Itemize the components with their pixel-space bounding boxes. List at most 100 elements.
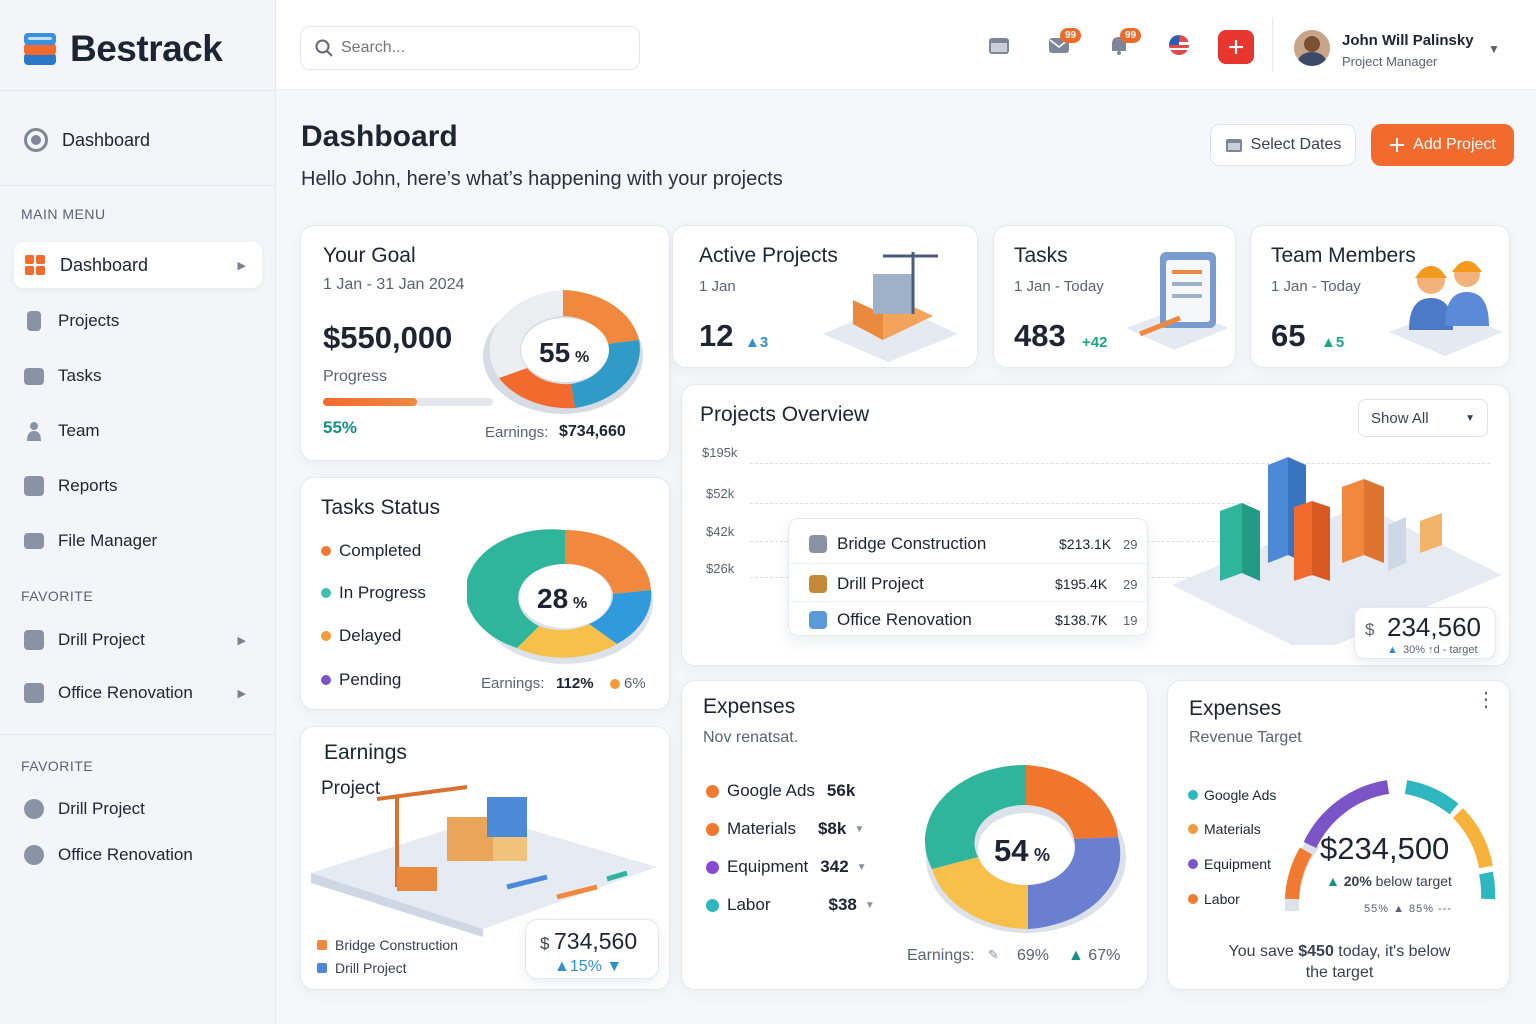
legend-label: Google Ads	[1204, 787, 1277, 803]
chevron-down-icon[interactable]: ▼	[1488, 42, 1500, 56]
stat-delta: 3	[759, 334, 769, 351]
earnings-value-2-group: ▲ 67%	[1068, 947, 1120, 965]
sidebar-fav2-drill-project[interactable]: Drill Project	[14, 786, 262, 832]
stat-value: 483	[1014, 318, 1066, 353]
add-project-button[interactable]: Add Project	[1371, 124, 1514, 166]
chevron-down-icon: ▼	[856, 861, 867, 873]
row-amount: $138.7K	[1055, 612, 1108, 628]
progress-label: Progress	[323, 368, 388, 385]
notifications-button[interactable]: 99	[1108, 28, 1142, 56]
sidebar-item-projects[interactable]: Projects	[14, 298, 262, 344]
expense-row-labor[interactable]: Labor $38 ▼	[706, 895, 875, 915]
sidebar-fav-office-renovation[interactable]: Office Renovation ▶	[14, 670, 262, 716]
expenses-subtitle: Nov renatsat.	[703, 729, 799, 746]
quick-add-button[interactable]	[1218, 30, 1254, 64]
avatar[interactable]	[1294, 30, 1330, 66]
chevron-right-icon: ▶	[237, 634, 246, 647]
us-flag-icon[interactable]	[1168, 34, 1190, 56]
overview-row[interactable]: Bridge Construction $213.1K 29	[809, 529, 1137, 559]
expense-label: Equipment	[727, 857, 809, 876]
chevron-down-icon[interactable]: ▼	[606, 958, 623, 975]
revenue-amount: $234,500	[1320, 831, 1450, 866]
earnings-title: Earnings	[324, 741, 407, 764]
stat-card-tasks[interactable]: Tasks 1 Jan - Today 483 +42	[993, 225, 1236, 368]
row-name: Office Renovation	[837, 610, 972, 629]
sidebar-item-label: Team	[58, 421, 100, 440]
earnings-label: Earnings:	[485, 424, 549, 441]
earnings-label: Earnings:	[907, 947, 975, 964]
expense-row-materials[interactable]: Materials $8k ▼	[706, 819, 864, 839]
sidebar-fav2-office-renovation[interactable]: Office Renovation	[14, 832, 262, 878]
favorite-label: FAVORITE	[21, 588, 94, 604]
sidebar-item-file-manager[interactable]: File Manager	[14, 518, 262, 564]
legend-label: Equipment	[1204, 856, 1271, 872]
legend-label: Labor	[1204, 891, 1240, 907]
tasks-status-donut: 28 %	[467, 529, 653, 664]
user-name: John Will Palinsky	[1342, 32, 1474, 49]
save-amount: $450	[1298, 943, 1334, 960]
goal-progress-track	[323, 398, 493, 406]
legend-label: In Progress	[339, 583, 426, 602]
tasks-status-card: Tasks Status Completed In Progress Delay…	[300, 477, 670, 710]
sidebar-item-tasks[interactable]: Tasks	[14, 353, 262, 399]
earnings-row[interactable]: Bridge Construction	[317, 937, 507, 953]
expense-value: 56k	[826, 781, 856, 800]
sidebar-item-dashboard-top[interactable]: Dashboard	[14, 117, 262, 163]
search-input[interactable]	[341, 39, 621, 57]
expense-row-equipment[interactable]: Equipment 342 ▼	[706, 857, 867, 877]
page-title: Dashboard	[301, 120, 458, 153]
sidebar-fav-drill-project[interactable]: Drill Project ▶	[14, 617, 262, 663]
search-box[interactable]	[300, 26, 640, 70]
legend-label: Delayed	[339, 626, 402, 645]
bar-3d-illustration	[1172, 457, 1502, 645]
more-options-icon[interactable]: ⋮	[1476, 689, 1496, 711]
sidebar-item-dashboard[interactable]: Dashboard ▶	[14, 242, 262, 288]
stat-delta: +42	[1082, 334, 1108, 351]
earnings-delta: 15%	[569, 958, 602, 975]
y-tick: $195k	[702, 445, 738, 460]
stat-card-active-projects[interactable]: Active Projects 1 Jan 12 ▲3	[672, 225, 978, 368]
show-all-label: Show All	[1371, 409, 1429, 427]
overview-row[interactable]: Drill Project $195.4K 29	[809, 569, 1137, 599]
team-icon	[27, 422, 41, 441]
projects-overview-card: Projects Overview Show All ▼ $195k $52k $…	[681, 384, 1510, 666]
sidebar-item-label: Dashboard	[62, 129, 151, 150]
y-tick: $26k	[706, 561, 735, 576]
stat-card-team-members[interactable]: Team Members 1 Jan - Today 65 ▲5	[1250, 225, 1510, 368]
extra-dot	[610, 679, 620, 689]
revenue-subtitle: Revenue Target	[1189, 729, 1302, 746]
up-triangle-icon: ▲	[1387, 644, 1398, 656]
show-all-dropdown[interactable]: Show All ▼	[1358, 399, 1488, 437]
calendar-icon[interactable]	[988, 34, 1010, 56]
legend-materials: Materials	[1188, 821, 1261, 837]
overview-total-value: 234,560	[1387, 612, 1481, 642]
earnings-delta-group: ▲15% ▼	[554, 958, 622, 976]
chevron-down-icon: ▼	[864, 899, 875, 911]
expense-label: Labor	[727, 895, 771, 914]
earnings-card: Earnings Project Bridge Construction Dri…	[300, 726, 670, 990]
folder-icon	[24, 533, 44, 549]
legend-label: Materials	[1204, 821, 1261, 837]
legend-equipment: Equipment	[1188, 856, 1271, 872]
clipboard-illustration-icon	[1126, 252, 1228, 350]
overview-row[interactable]: Office Renovation $138.7K 19	[809, 605, 1137, 635]
select-dates-button[interactable]: Select Dates	[1210, 124, 1356, 166]
brand-logo[interactable]: Bestrack	[22, 24, 223, 74]
earnings-row[interactable]: Drill Project	[317, 960, 507, 976]
save-prefix: You save	[1228, 943, 1294, 960]
stat-title: Active Projects	[699, 244, 838, 267]
sidebar-item-reports[interactable]: Reports	[14, 463, 262, 509]
mail-button[interactable]: 99	[1048, 28, 1082, 56]
legend-label: Pending	[339, 670, 402, 689]
earnings-amount: 734,560	[554, 928, 638, 954]
chevron-right-icon: ▶	[237, 687, 246, 700]
plus-icon	[1229, 40, 1243, 54]
user-role: Project Manager	[1342, 54, 1438, 69]
sidebar-item-team[interactable]: Team	[14, 408, 262, 454]
goal-donut-sign: %	[575, 349, 589, 366]
row-name: Drill Project	[335, 960, 407, 976]
sidebar-item-label: Dashboard	[60, 254, 149, 275]
bridge-icon	[809, 535, 827, 553]
bridge-icon	[317, 940, 327, 950]
expense-row-google-ads[interactable]: Google Ads 56k	[706, 781, 855, 801]
